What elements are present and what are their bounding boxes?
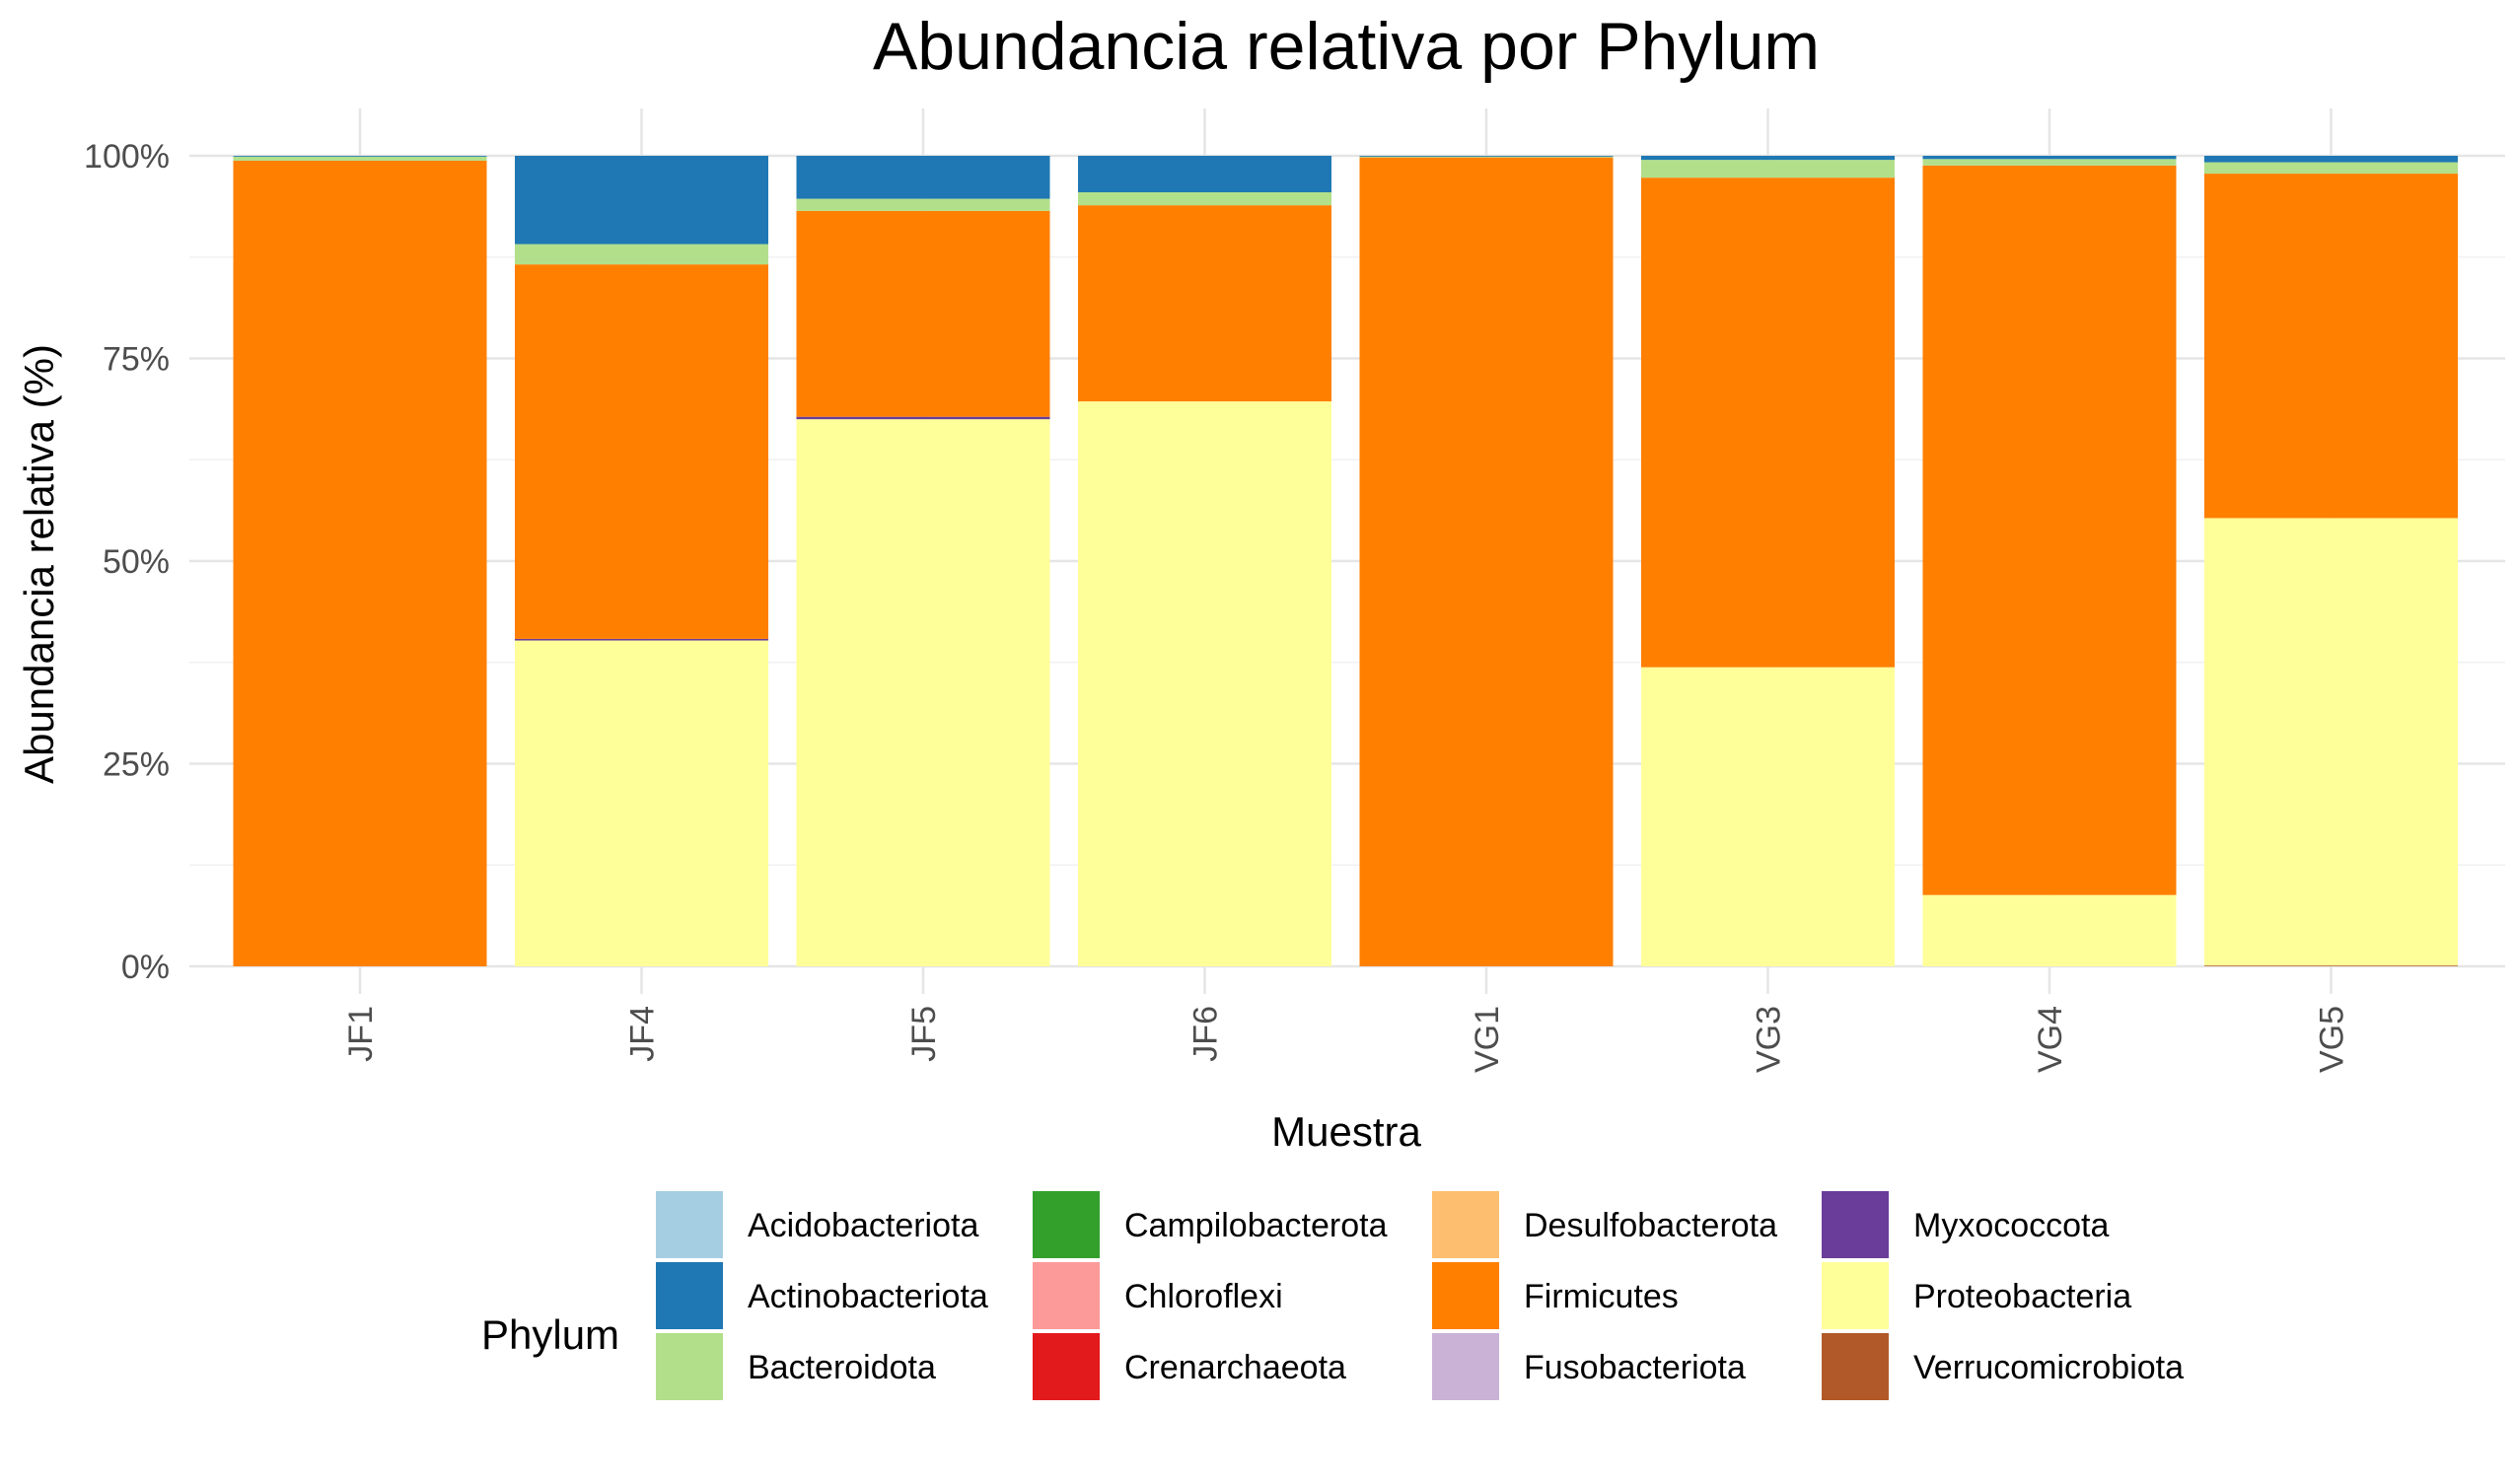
bar-segment-vg5-firmicutes [2204, 174, 2458, 519]
bar-segment-vg4-bacteroidota [1922, 159, 2177, 166]
bar-segment-jf1-bacteroidota [233, 156, 487, 161]
legend-key-acidobacteriota [656, 1191, 723, 1258]
x-tick-label: VG3 [1751, 1006, 1788, 1073]
legend-label-chloroflexi: Chloroflexi [1124, 1278, 1283, 1315]
x-tick-label: VG5 [2314, 1006, 2351, 1073]
bar-segment-vg1-firmicutes [1359, 157, 1614, 967]
legend-key-myxococcota [1822, 1191, 1889, 1258]
x-tick-label: JF5 [905, 1006, 943, 1062]
bar-segment-jf4-myxococcota [515, 638, 768, 641]
y-axis-title: Abundancia relativa (%) [16, 344, 62, 784]
bar-segment-jf6-firmicutes [1078, 205, 1331, 402]
bar-segment-vg1-bacteroidota [1359, 156, 1614, 158]
bars [233, 156, 2458, 967]
bar-segment-jf6-bacteroidota [1078, 191, 1331, 206]
bar-segment-jf4-proteobacteria [515, 640, 768, 966]
legend-key-chloroflexi [1033, 1262, 1100, 1329]
bar-segment-jf5-actinobacteriota [796, 156, 1050, 199]
bar-segment-vg5-proteobacteria [2204, 518, 2458, 966]
legend-key-verrucomicrobiota [1822, 1333, 1889, 1400]
legend-key-crenarchaeota [1033, 1333, 1100, 1400]
legend-label-proteobacteria: Proteobacteria [1913, 1278, 2131, 1315]
y-axis: 0% 25% 50% 75% 100% [84, 138, 170, 986]
bar-segment-jf6-proteobacteria [1078, 401, 1331, 966]
x-tick-label: JF4 [624, 1006, 662, 1062]
x-tick-label: VG1 [1469, 1006, 1506, 1073]
x-tick-label: JF6 [1187, 1006, 1225, 1062]
chart-title: Abundancia relativa por Phylum [873, 9, 1820, 84]
bar-segment-jf4-firmicutes [515, 264, 768, 639]
x-tick-label: JF1 [342, 1006, 380, 1062]
bar-segment-jf6-actinobacteriota [1078, 156, 1331, 192]
bar-segment-vg3-proteobacteria [1641, 667, 1895, 966]
legend-key-proteobacteria [1822, 1262, 1889, 1329]
bar-segment-jf5-myxococcota [796, 416, 1050, 420]
x-axis-title: Muestra [1271, 1108, 1421, 1155]
bar-segment-vg5-bacteroidota [2204, 162, 2458, 175]
bar-segment-jf4-actinobacteriota [515, 156, 768, 245]
legend-label-verrucomicrobiota: Verrucomicrobiota [1913, 1349, 2184, 1386]
bar-segment-jf1-actinobacteriota [233, 156, 487, 157]
y-tick-label: 75% [103, 341, 170, 379]
bar-segment-vg1-actinobacteriota [1359, 156, 1614, 157]
legend-key-desulfobacterota [1432, 1191, 1499, 1258]
bar-segment-vg3-bacteroidota [1641, 160, 1895, 178]
bar-segment-vg4-actinobacteriota [1922, 156, 2177, 160]
y-tick-label: 50% [103, 543, 170, 581]
y-tick-label: 25% [103, 746, 170, 784]
bar-segment-vg4-firmicutes [1922, 165, 2177, 895]
bar-segment-vg5-actinobacteriota [2204, 156, 2458, 163]
legend-title: Phylum [481, 1311, 619, 1358]
y-tick-label: 0% [121, 949, 170, 986]
bar-segment-jf5-bacteroidota [796, 198, 1050, 211]
legend-label-acidobacteriota: Acidobacteriota [748, 1207, 978, 1244]
legend-label-campilobacterota: Campilobacterota [1124, 1207, 1388, 1244]
legend-label-fusobacteriota: Fusobacteriota [1524, 1349, 1746, 1386]
legend-label-desulfobacterota: Desulfobacterota [1524, 1207, 1777, 1244]
bar-segment-jf4-bacteroidota [515, 244, 768, 265]
legend: Phylum Acidobacteriota Actinobacteriota Ba… [481, 1191, 2184, 1400]
legend-label-bacteroidota: Bacteroidota [748, 1349, 936, 1386]
legend-label-crenarchaeota: Crenarchaeota [1124, 1349, 1346, 1386]
y-tick-label: 100% [84, 138, 170, 176]
bar-segment-jf1-firmicutes [233, 160, 487, 966]
legend-label-actinobacteriota: Actinobacteriota [748, 1278, 988, 1315]
x-axis: JF1 JF4 JF5 JF6 VG1 VG3 VG4 VG5 [342, 1006, 2351, 1073]
bar-segment-vg5-verrucomicrobiota [2204, 965, 2458, 966]
x-tick-label: VG4 [2032, 1006, 2069, 1073]
legend-key-actinobacteriota [656, 1262, 723, 1329]
bar-segment-jf5-firmicutes [796, 210, 1050, 417]
legend-key-bacteroidota [656, 1333, 723, 1400]
bar-segment-vg3-firmicutes [1641, 177, 1895, 668]
bar-segment-vg3-actinobacteriota [1641, 156, 1895, 161]
legend-key-campilobacterota [1033, 1191, 1100, 1258]
legend-key-fusobacteriota [1432, 1333, 1499, 1400]
legend-label-myxococcota: Myxococcota [1913, 1207, 2109, 1244]
legend-key-firmicutes [1432, 1262, 1499, 1329]
bar-segment-vg4-proteobacteria [1922, 894, 2177, 966]
legend-label-firmicutes: Firmicutes [1524, 1278, 1679, 1315]
bar-segment-jf5-proteobacteria [796, 419, 1050, 966]
